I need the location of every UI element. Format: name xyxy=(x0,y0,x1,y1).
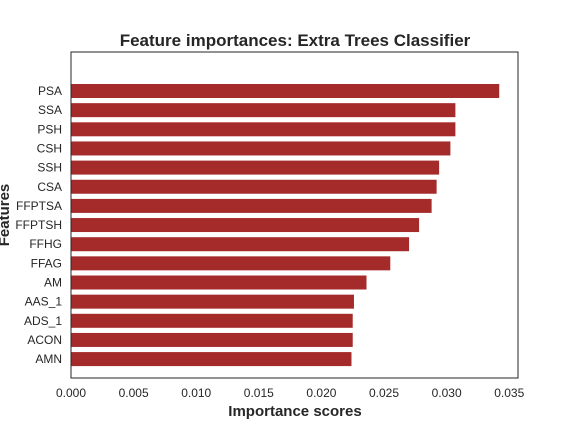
bar-amn xyxy=(71,352,352,367)
x-tick-label: 0.000 xyxy=(56,386,86,400)
bar-ffhg xyxy=(71,237,410,252)
y-tick-label: ADS_1 xyxy=(24,314,62,328)
bar-group xyxy=(71,84,500,367)
bar-ffag xyxy=(71,256,391,271)
y-tick-label: AAS_1 xyxy=(25,295,63,309)
y-tick-label: CSH xyxy=(37,141,62,155)
bar-ssh xyxy=(71,160,440,175)
bar-psa xyxy=(71,84,500,98)
bar-ffptsa xyxy=(71,198,432,213)
x-tick-label: 0.030 xyxy=(432,386,462,400)
y-tick-label: FFPTSH xyxy=(15,218,62,232)
y-tick-label: FFAG xyxy=(31,256,62,270)
x-tick-label: 0.035 xyxy=(494,386,524,400)
y-tick-label: PSA xyxy=(38,84,62,98)
chart-title: Feature importances: Extra Trees Classif… xyxy=(120,31,471,50)
bar-am xyxy=(71,275,367,290)
x-axis-label: Importance scores xyxy=(228,403,361,420)
y-tick-label: CSA xyxy=(37,180,62,194)
bar-psh xyxy=(71,122,456,137)
y-tick-label: AMN xyxy=(35,352,62,366)
y-tick-label: PSH xyxy=(37,122,62,136)
y-tick-labels: PSA SSA PSH CSH SSH CSA FFPTSA FFPTSH FFHG FFAG AM… xyxy=(15,84,62,366)
bar-ssa xyxy=(71,103,456,118)
y-tick-label: SSH xyxy=(37,161,62,175)
x-tick-label: 0.025 xyxy=(369,386,399,400)
bar-aas-1 xyxy=(71,294,354,309)
y-tick-label: AM xyxy=(44,276,62,290)
bar-ads-1 xyxy=(71,313,353,328)
y-tick-label: FFHG xyxy=(29,237,62,251)
x-tick-label: 0.015 xyxy=(244,386,274,400)
y-tick-label: SSA xyxy=(38,103,62,117)
y-axis-label: Features xyxy=(0,184,13,247)
x-tick-label: 0.020 xyxy=(306,386,336,400)
x-tick-label: 0.005 xyxy=(119,386,149,400)
bar-csh xyxy=(71,141,451,156)
bar-acon xyxy=(71,332,353,347)
x-tick-label: 0.010 xyxy=(181,386,211,400)
plot-frame xyxy=(70,51,519,379)
y-tick-label: ACON xyxy=(27,333,62,347)
bar-csa xyxy=(71,179,437,194)
bar-ffptsh xyxy=(71,218,420,233)
x-tick-labels: 0.000 0.005 0.010 0.015 0.020 0.025 0.030 0.035 xyxy=(56,386,525,400)
y-tick-label: FFPTSA xyxy=(16,199,62,213)
